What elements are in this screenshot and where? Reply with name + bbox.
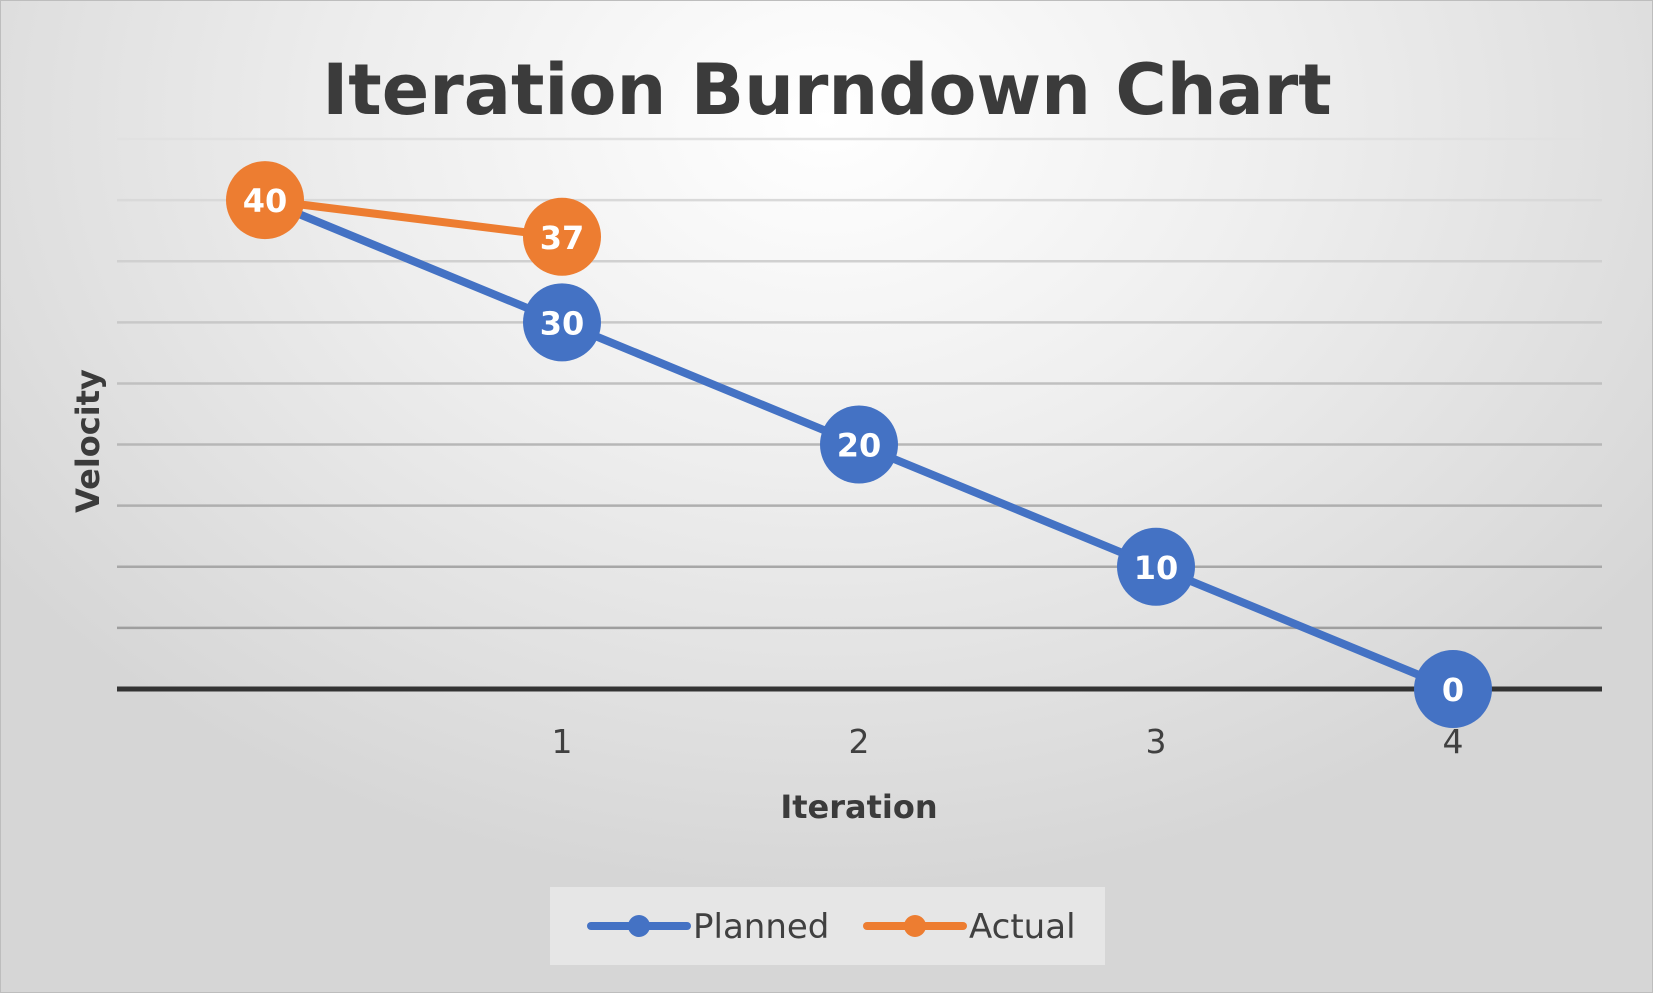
- marker-actual: [226, 161, 304, 240]
- legend-marker-actual: [904, 915, 926, 937]
- marker-planned: [523, 283, 601, 362]
- y-axis-title: Velocity: [69, 369, 107, 513]
- series-line-actual: [261, 196, 566, 241]
- x-tick-label: 1: [552, 722, 573, 761]
- x-tick-label: 4: [1443, 722, 1464, 761]
- legend-marker-planned: [628, 915, 650, 937]
- data-label-planned: 10: [1134, 549, 1179, 587]
- data-label-actual: 40: [243, 182, 288, 220]
- marker-planned: [1117, 527, 1195, 606]
- chart-title: Iteration Burndown Chart: [322, 49, 1332, 131]
- data-label-planned: 20: [837, 427, 882, 465]
- data-markers: 30 20 10 0 40 37: [226, 161, 1492, 728]
- data-label-actual: 37: [540, 219, 585, 257]
- legend-label-planned: Planned: [693, 907, 829, 947]
- marker-actual: [523, 197, 601, 276]
- legend: Planned Actual: [550, 887, 1105, 965]
- marker-planned: [1414, 650, 1492, 728]
- marker-planned: [820, 405, 898, 484]
- data-label-planned: 30: [540, 304, 585, 342]
- x-tick-label: 3: [1146, 722, 1167, 761]
- data-label-planned: 0: [1442, 671, 1464, 709]
- x-axis-title: Iteration: [780, 788, 937, 826]
- gridlines: [117, 137, 1602, 692]
- x-tick-label: 2: [849, 722, 870, 761]
- legend-label-actual: Actual: [969, 907, 1076, 947]
- x-axis-ticks: 1 2 3 4: [552, 722, 1464, 761]
